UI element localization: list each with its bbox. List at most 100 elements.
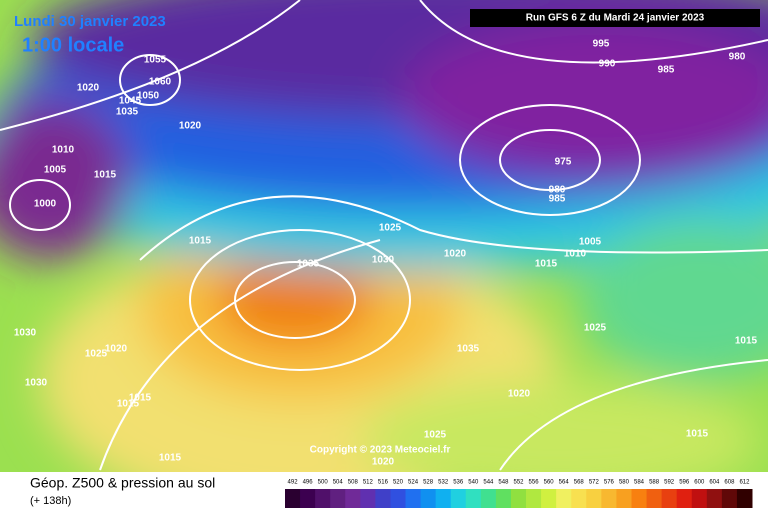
scale-swatch — [571, 489, 587, 508]
scale-swatch — [631, 489, 648, 508]
scale-swatch — [315, 489, 331, 508]
scale-label: 500 — [318, 480, 329, 486]
scale-label: 492 — [288, 480, 299, 486]
scale-label: 612 — [739, 480, 750, 486]
run-info: Run GFS 6 Z du Mardi 24 janvier 2023 — [526, 13, 705, 24]
scale-label: 588 — [649, 480, 660, 486]
scale-label: 548 — [498, 480, 509, 486]
isobar-label: 1015 — [129, 393, 152, 404]
isobar-label: 1025 — [584, 323, 607, 334]
scale-label: 596 — [679, 480, 690, 486]
isobar-label: 1020 — [372, 457, 395, 468]
scale-swatch — [646, 489, 663, 508]
isobar-label: 1020 — [179, 121, 202, 132]
scale-label: 540 — [468, 480, 479, 486]
isobar-label: 1025 — [379, 223, 402, 234]
scale-swatch — [375, 489, 391, 508]
isobar-label: 1020 — [77, 83, 100, 94]
scale-swatch — [420, 489, 437, 508]
isobar-label: 1015 — [189, 236, 212, 247]
isobar-label: 975 — [555, 157, 572, 168]
scale-label: 504 — [333, 480, 344, 486]
footer-title: Géop. Z500 & pression au sol — [30, 475, 215, 491]
isobar-label: 985 — [658, 65, 675, 76]
isobar-label: 1035 — [457, 344, 480, 355]
isobar-label: 1025 — [85, 349, 108, 360]
scale-swatch — [510, 489, 527, 508]
isobar-label: 1030 — [25, 378, 48, 389]
isobar-label: 1015 — [117, 399, 140, 410]
scale-label: 604 — [709, 480, 720, 486]
isobar-label: 1020 — [508, 389, 531, 400]
scale-label: 536 — [453, 480, 464, 486]
scale-label: 584 — [634, 480, 645, 486]
isobar-label: 1010 — [564, 249, 587, 260]
scale-swatch — [495, 489, 512, 508]
scale-swatch — [360, 489, 376, 508]
scale-label: 556 — [529, 480, 540, 486]
forecast-date: Lundi 30 janvier 2023 — [14, 13, 166, 30]
scale-label: 520 — [393, 480, 404, 486]
isobar-label: 1015 — [159, 453, 182, 464]
scale-swatch — [676, 489, 693, 508]
isobar-label: 1015 — [735, 336, 758, 347]
scale-label: 572 — [589, 480, 600, 486]
scale-label: 524 — [408, 480, 419, 486]
isobar-label: 1010 — [52, 145, 75, 156]
scale-label: 576 — [604, 480, 615, 486]
forecast-time: 1:00 locale — [22, 34, 124, 56]
isobar-label: 1035 — [116, 107, 139, 118]
isobar-label: 1060 — [149, 77, 172, 88]
scale-label: 552 — [513, 480, 524, 486]
isobar-label: 1020 — [105, 344, 128, 355]
scale-swatch — [285, 489, 301, 508]
scale-label: 568 — [574, 480, 585, 486]
scale-swatch — [526, 489, 542, 508]
scale-label: 496 — [303, 480, 314, 486]
isobar-label: 980 — [549, 185, 566, 196]
footer-subtitle: (+ 138h) — [30, 495, 71, 507]
isobar-label: 1015 — [535, 259, 558, 270]
scale-label: 516 — [378, 480, 389, 486]
scale-swatch — [480, 489, 497, 508]
isobar-label: 1020 — [444, 249, 467, 260]
color-scale: 492 496 500 504 508 512 516 520 524 528 532 536 540 5… — [285, 480, 753, 508]
scale-swatch — [541, 489, 557, 508]
scale-swatch — [721, 489, 738, 508]
scale-label: 600 — [694, 480, 705, 486]
isobar-label: 1015 — [94, 170, 117, 181]
scale-label: 512 — [363, 480, 374, 486]
scale-swatch — [450, 489, 467, 508]
scale-swatch — [435, 489, 452, 508]
isobar-label: 1015 — [686, 429, 709, 440]
scale-swatch — [300, 489, 316, 508]
scale-label: 560 — [544, 480, 555, 486]
isobar-label: 1045 — [119, 96, 142, 107]
scale-swatch — [616, 489, 632, 508]
isobar-label: 1005 — [44, 165, 67, 176]
scale-swatch — [556, 489, 572, 508]
isobar-label: 1025 — [424, 430, 447, 441]
scale-swatch — [405, 489, 422, 508]
scale-swatch — [601, 489, 617, 508]
scale-label: 544 — [483, 480, 494, 486]
scale-swatch — [736, 489, 753, 508]
isobar-label: 1035 — [297, 259, 320, 270]
scale-label: 528 — [423, 480, 434, 486]
scale-label: 580 — [619, 480, 630, 486]
scale-swatch — [390, 489, 407, 508]
isobar-label: 1055 — [144, 55, 167, 66]
isobar-label: 1000 — [34, 199, 57, 210]
isobar-label: 980 — [729, 52, 746, 63]
run-box — [470, 9, 760, 27]
isobar-label: 1050 — [137, 91, 160, 102]
copyright: Copyright © 2023 Meteociel.fr — [310, 445, 451, 456]
scale-swatch — [345, 489, 361, 508]
scale-swatch — [706, 489, 723, 508]
scale-label: 608 — [724, 480, 735, 486]
isobar-label: 1030 — [372, 255, 395, 266]
scale-label: 508 — [348, 480, 359, 486]
isobar-label: 985 — [549, 194, 566, 205]
